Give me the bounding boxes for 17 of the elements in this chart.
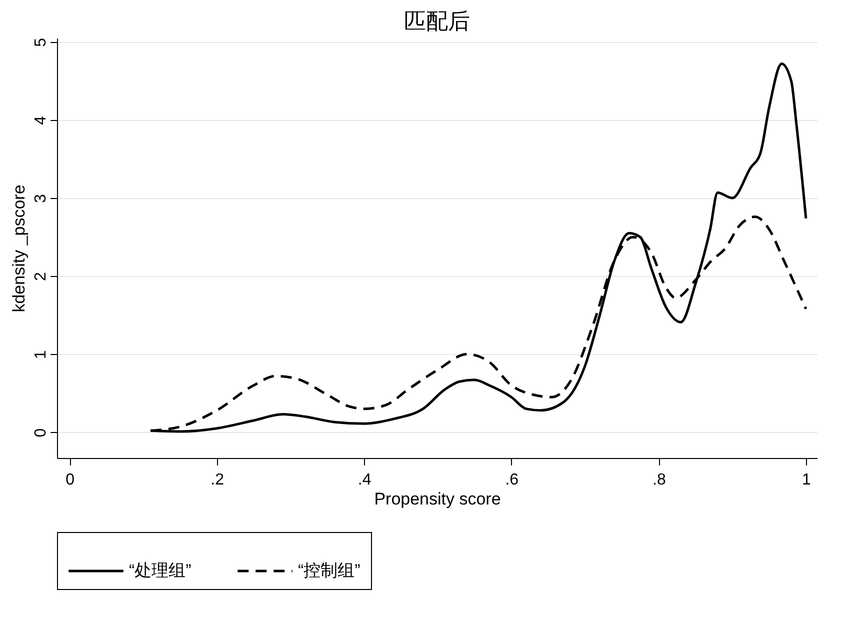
x-tick-label: .8 (652, 472, 666, 488)
y-tick-label: 5 (32, 38, 50, 47)
y-tick-label: 0 (32, 428, 50, 438)
x-tick-label: .2 (210, 472, 224, 488)
y-tick-label: 1 (32, 350, 50, 360)
y-axis-title: kdensity _pscore (10, 184, 28, 312)
x-tick-label: 0 (66, 472, 75, 488)
y-tick-label: 3 (32, 194, 50, 203)
y-tick-label: 4 (32, 116, 50, 125)
chart-title: 匹配后 (404, 8, 470, 34)
x-tick-label: .6 (505, 472, 519, 488)
x-axis-title: Propensity score (374, 490, 501, 508)
x-tick-label: 1 (802, 472, 811, 488)
x-tick-label: .4 (358, 472, 372, 488)
legend-label: “处理组” (129, 561, 192, 580)
y-tick-label: 2 (32, 272, 50, 282)
legend-label: “控制组” (298, 561, 361, 580)
